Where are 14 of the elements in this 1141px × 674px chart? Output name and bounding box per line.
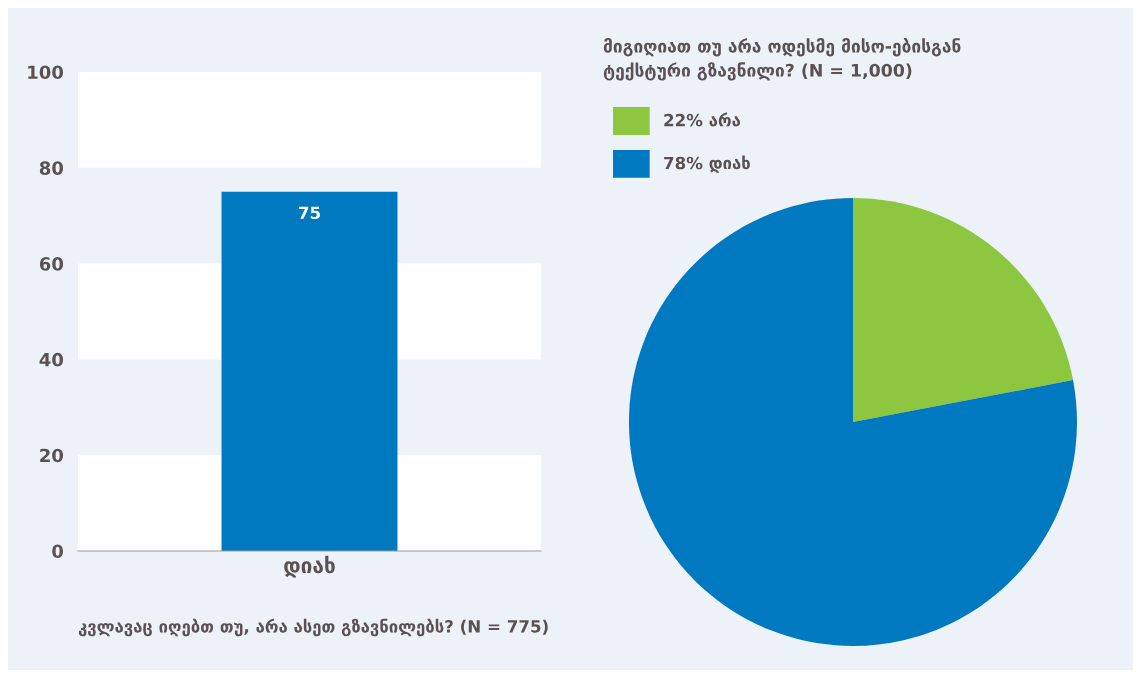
y-tick-label: 0	[52, 544, 64, 559]
y-tick-label: 100	[28, 65, 64, 80]
legend-label: 78% დიახ	[664, 155, 750, 173]
chart-title: მიგიღიათ თუ არა ოდესმე მისო-ებისგან ტექსტური გზავნილი? (N = 1,000)	[603, 38, 961, 81]
x-tick-label: დიახ	[284, 555, 335, 578]
legend-label: 22% არა	[664, 112, 741, 127]
y-tick-label: 80	[39, 161, 64, 175]
data-label: 75	[299, 206, 320, 220]
y-tick-label: 40	[39, 352, 64, 367]
y-tick-label: 20	[40, 448, 64, 463]
pie-slice	[853, 198, 1074, 422]
text: კვლავაც იღებთ თუ, არა ასეთ გზავნილებს? (N = 775)	[78, 618, 548, 637]
y-tick-label: 60	[39, 257, 64, 271]
pie-slice	[629, 198, 1077, 646]
